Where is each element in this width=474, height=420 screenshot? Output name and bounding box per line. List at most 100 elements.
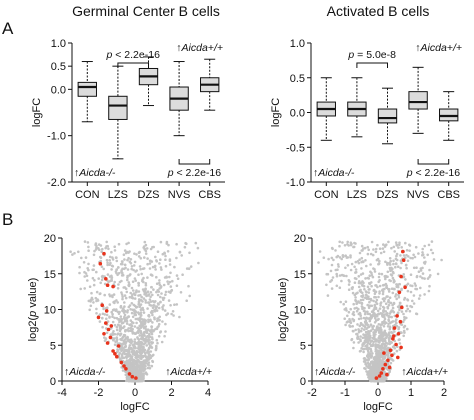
grey-gene-point [370, 273, 374, 277]
grey-gene-point [348, 324, 351, 327]
p-value-label-part-1: < 2.2e-16 [413, 167, 461, 179]
grey-gene-point [436, 272, 440, 276]
grey-gene-point [363, 306, 366, 310]
grey-gene-point [108, 316, 111, 319]
grey-gene-point [162, 296, 166, 300]
grey-gene-point [375, 298, 379, 302]
grey-gene-point [84, 256, 88, 259]
grey-gene-point [415, 312, 418, 316]
grey-gene-point [357, 307, 360, 311]
grey-gene-point [158, 281, 161, 285]
grey-gene-point [364, 361, 367, 364]
grey-gene-point [318, 250, 322, 253]
grey-gene-point [144, 354, 147, 357]
x-tick-label: 2 [441, 387, 447, 399]
grey-gene-point [127, 241, 130, 245]
grey-gene-point [196, 246, 200, 250]
grey-gene-point [138, 350, 141, 354]
grey-gene-point [362, 284, 366, 288]
grey-gene-point [353, 281, 357, 285]
y-axis-label-part-0: log2( [27, 317, 39, 342]
grey-gene-point [353, 265, 356, 269]
grey-gene-point [189, 265, 193, 268]
grey-gene-point [166, 280, 169, 283]
grey-gene-point [147, 353, 151, 357]
x-tick-label: NVS [168, 189, 191, 201]
grey-gene-point [370, 284, 373, 288]
grey-gene-point [115, 268, 118, 272]
grey-gene-point [127, 363, 130, 366]
grey-gene-point [406, 298, 410, 302]
grey-gene-point [338, 244, 341, 248]
grey-gene-point [128, 354, 132, 357]
grey-gene-point [113, 249, 117, 252]
grey-gene-point [157, 322, 161, 326]
highlighted-gene-point [102, 251, 106, 256]
x-tick-label: 4 [205, 387, 211, 399]
grey-gene-point [107, 280, 110, 284]
grey-gene-point [133, 313, 137, 317]
x-axis-label: logFC [120, 401, 149, 413]
grey-gene-point [144, 299, 147, 302]
grey-gene-point [349, 255, 352, 259]
grey-gene-point [99, 281, 102, 285]
grey-gene-point [400, 261, 403, 265]
grey-gene-point [92, 301, 95, 304]
x-tick-label: 1 [408, 387, 414, 399]
grey-gene-point [130, 267, 133, 271]
highlighted-gene-point [387, 365, 392, 370]
grey-gene-point [154, 348, 158, 352]
grey-gene-point [370, 281, 373, 284]
grey-gene-point [403, 315, 406, 319]
p-value-label: p < 2.2e-16 [167, 167, 222, 179]
grey-gene-point [147, 293, 151, 296]
grey-gene-point [332, 258, 335, 262]
grey-gene-point [115, 259, 119, 263]
grey-gene-point [377, 275, 381, 279]
grey-gene-point [345, 321, 349, 324]
grey-gene-point [395, 243, 399, 247]
grey-gene-point [145, 328, 148, 331]
grey-gene-point [86, 267, 89, 270]
grey-gene-point [108, 259, 111, 262]
grey-gene-point [356, 332, 359, 336]
grey-gene-point [125, 319, 129, 323]
grey-gene-point [163, 309, 167, 312]
grey-gene-point [355, 277, 358, 281]
grey-gene-point [408, 249, 411, 252]
grey-gene-point [132, 264, 136, 267]
p-value-label-part-0: p [167, 167, 174, 179]
chart-title: Activated B cells [327, 3, 430, 19]
grey-gene-point [411, 299, 414, 303]
grey-gene-point [103, 313, 107, 316]
grey-gene-point [372, 248, 375, 251]
grey-gene-point [364, 323, 368, 326]
grey-gene-point [359, 321, 363, 325]
grey-gene-point [149, 273, 153, 277]
grey-gene-point [370, 271, 373, 275]
grey-gene-point [329, 269, 333, 273]
grey-gene-point [165, 313, 168, 317]
grey-gene-point [426, 253, 430, 257]
annotation-aicda-minus-part-1: Aicda-/- [78, 167, 116, 179]
p-value-label: p < 2.2e-16 [105, 49, 160, 61]
grey-gene-point [373, 321, 377, 324]
grey-gene-point [144, 282, 148, 285]
grey-gene-point [165, 240, 169, 244]
x-tick-label: DZS [377, 189, 399, 201]
grey-gene-point [359, 335, 362, 338]
grey-gene-point [100, 250, 103, 254]
grey-gene-point [159, 266, 163, 269]
x-tick-label: -4 [57, 387, 67, 399]
grey-gene-point [345, 274, 348, 278]
grey-gene-point [105, 331, 109, 335]
grey-gene-point [359, 312, 362, 316]
grey-gene-point [367, 365, 370, 369]
grey-gene-point [384, 260, 387, 264]
grey-gene-point [368, 300, 371, 304]
grey-gene-point [362, 328, 366, 331]
grey-gene-point [184, 241, 187, 245]
grey-gene-point [369, 315, 373, 319]
grey-gene-point [393, 330, 396, 333]
grey-gene-point [138, 316, 142, 319]
